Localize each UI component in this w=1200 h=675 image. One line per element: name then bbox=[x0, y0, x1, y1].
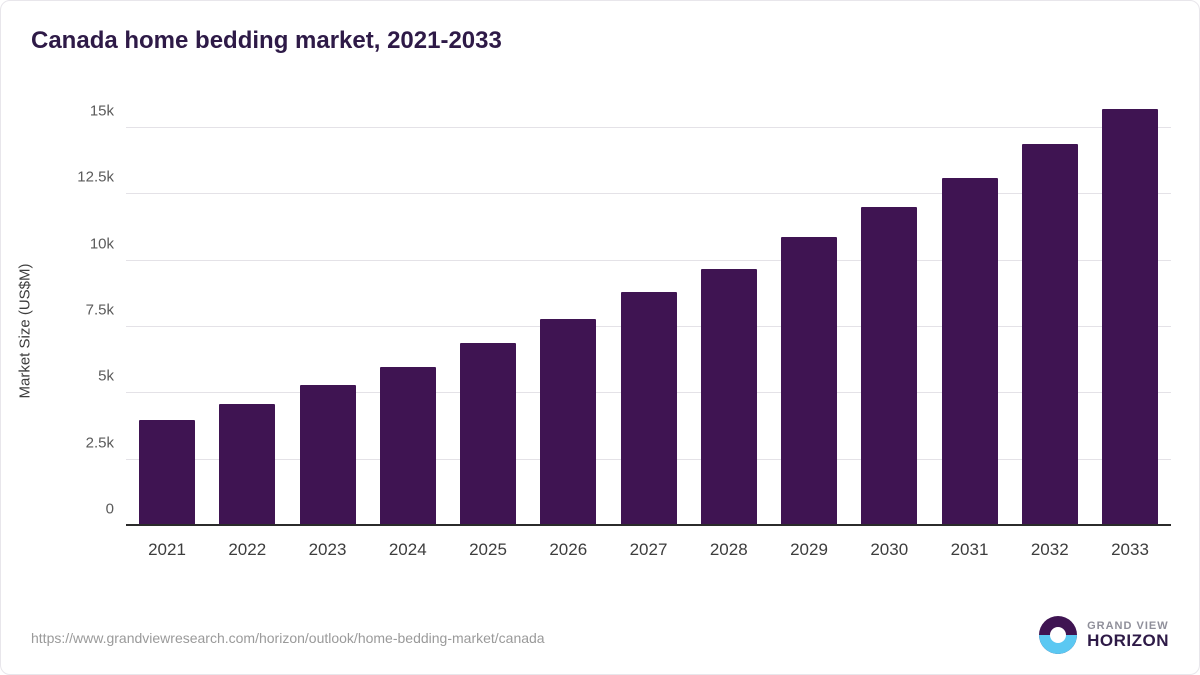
ytick-label-15k: 15k bbox=[90, 102, 114, 119]
bar-column-2023[interactable]: 2023 bbox=[297, 96, 359, 526]
chart-area: Market Size (US$M) 0 2.5k 5k 7.5k 10k 12.5k 15… bbox=[31, 96, 1171, 566]
bar-column-2033[interactable]: 2033 bbox=[1099, 96, 1161, 526]
bar-2022[interactable] bbox=[219, 404, 275, 526]
bar-column-2021[interactable]: 2021 bbox=[136, 96, 198, 526]
bar-2029[interactable] bbox=[781, 237, 837, 526]
bar-2024[interactable] bbox=[380, 367, 436, 526]
bar-column-2024[interactable]: 2024 bbox=[377, 96, 439, 526]
bar-2028[interactable] bbox=[701, 269, 757, 526]
baseline-axis bbox=[126, 524, 1171, 526]
bar-2030[interactable] bbox=[861, 207, 917, 526]
bar-column-2027[interactable]: 2027 bbox=[618, 96, 680, 526]
xtick-label-2021: 2021 bbox=[148, 540, 186, 560]
xtick-label-2032: 2032 bbox=[1031, 540, 1069, 560]
bar-column-2031[interactable]: 2031 bbox=[939, 96, 1001, 526]
bar-column-2030[interactable]: 2030 bbox=[858, 96, 920, 526]
bar-2026[interactable] bbox=[540, 319, 596, 526]
ytick-label-12.5k: 12.5k bbox=[77, 169, 114, 186]
bar-2023[interactable] bbox=[300, 385, 356, 526]
bar-column-2028[interactable]: 2028 bbox=[698, 96, 760, 526]
chart-card: Canada home bedding market, 2021-2033 Ma… bbox=[0, 0, 1200, 675]
bar-2021[interactable] bbox=[139, 420, 195, 526]
bar-column-2032[interactable]: 2032 bbox=[1019, 96, 1081, 526]
bar-column-2022[interactable]: 2022 bbox=[216, 96, 278, 526]
brand-logo-icon bbox=[1039, 616, 1077, 654]
ytick-label-7.5k: 7.5k bbox=[86, 301, 114, 318]
ytick-label-2.5k: 2.5k bbox=[86, 434, 114, 451]
bar-column-2026[interactable]: 2026 bbox=[537, 96, 599, 526]
chart-title: Canada home bedding market, 2021-2033 bbox=[31, 27, 502, 55]
brand-logo[interactable]: GRAND VIEW HORIZON bbox=[1039, 616, 1169, 654]
xtick-label-2030: 2030 bbox=[870, 540, 908, 560]
xtick-label-2024: 2024 bbox=[389, 540, 427, 560]
xtick-label-2026: 2026 bbox=[549, 540, 587, 560]
xtick-label-2023: 2023 bbox=[309, 540, 347, 560]
bar-column-2025[interactable]: 2025 bbox=[457, 96, 519, 526]
xtick-label-2025: 2025 bbox=[469, 540, 507, 560]
brand-logo-text: GRAND VIEW HORIZON bbox=[1087, 620, 1169, 651]
brand-logo-sub-text: GRAND VIEW bbox=[1087, 620, 1169, 632]
bar-column-2029[interactable]: 2029 bbox=[778, 96, 840, 526]
xtick-label-2033: 2033 bbox=[1111, 540, 1149, 560]
xtick-label-2028: 2028 bbox=[710, 540, 748, 560]
bar-2032[interactable] bbox=[1022, 144, 1078, 526]
bar-2027[interactable] bbox=[621, 292, 677, 526]
xtick-label-2027: 2027 bbox=[630, 540, 668, 560]
source-url[interactable]: https://www.grandviewresearch.com/horizo… bbox=[31, 630, 545, 646]
brand-logo-main-text: HORIZON bbox=[1087, 632, 1169, 651]
y-axis-label: Market Size (US$M) bbox=[17, 263, 34, 398]
ytick-label-10k: 10k bbox=[90, 235, 114, 252]
bar-2031[interactable] bbox=[942, 178, 998, 526]
xtick-label-2022: 2022 bbox=[228, 540, 266, 560]
xtick-label-2031: 2031 bbox=[951, 540, 989, 560]
xtick-label-2029: 2029 bbox=[790, 540, 828, 560]
bar-2025[interactable] bbox=[460, 343, 516, 526]
ytick-label-0: 0 bbox=[106, 501, 114, 518]
plot-area: 0 2.5k 5k 7.5k 10k 12.5k 15k 2021 2022 2023 2024 2… bbox=[126, 96, 1171, 526]
bars-container: 2021 2022 2023 2024 2025 2026 2027 2028 2029 2030… bbox=[126, 96, 1171, 526]
ytick-label-5k: 5k bbox=[98, 368, 114, 385]
bar-2033[interactable] bbox=[1102, 109, 1158, 526]
